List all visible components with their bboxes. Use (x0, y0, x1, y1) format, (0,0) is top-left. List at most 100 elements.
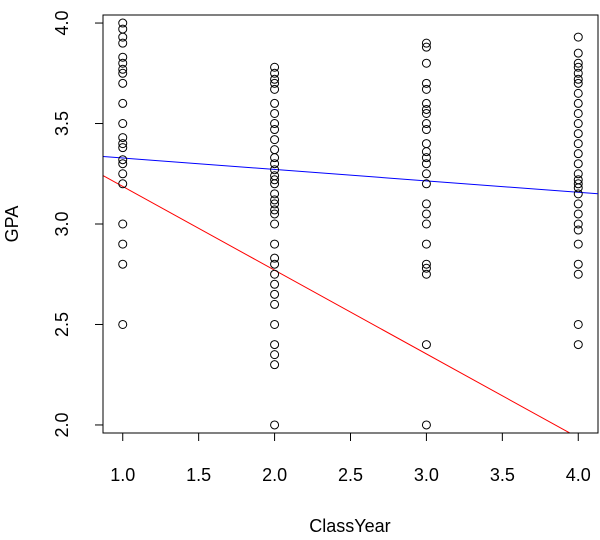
data-point (270, 199, 280, 209)
data-point (573, 62, 583, 72)
data-point (118, 58, 128, 68)
data-point (118, 68, 128, 78)
data-point (270, 420, 280, 430)
data-point (421, 153, 431, 163)
data-point (573, 74, 583, 84)
data-point (421, 269, 431, 279)
data-point (270, 239, 280, 249)
fit-lines (103, 156, 598, 433)
data-point (118, 24, 128, 34)
data-point (421, 139, 431, 149)
data-point (270, 165, 280, 175)
data-point (421, 340, 431, 350)
data-point (118, 155, 128, 165)
data-point (421, 108, 431, 118)
data-point (421, 209, 431, 219)
data-point (573, 108, 583, 118)
data-point (573, 58, 583, 68)
data-point (118, 319, 128, 329)
data-point (573, 78, 583, 88)
data-point (573, 219, 583, 229)
plot-box (102, 14, 599, 434)
x-tick-label: 1.5 (186, 465, 211, 485)
data-point (118, 133, 128, 143)
fit-line-0 (103, 156, 598, 195)
data-point (118, 239, 128, 249)
data-point (573, 209, 583, 219)
data-point (118, 179, 128, 189)
data-point (118, 98, 128, 108)
data-point (270, 125, 280, 135)
data-point (270, 360, 280, 370)
data-point (270, 98, 280, 108)
data-point (573, 68, 583, 78)
y-tick-label: 3.5 (52, 111, 72, 136)
data-point (118, 139, 128, 149)
data-point (270, 175, 280, 185)
data-point (270, 145, 280, 155)
data-point (118, 119, 128, 129)
data-point (270, 279, 280, 289)
data-point (573, 239, 583, 249)
data-point (270, 195, 280, 205)
data-point (573, 88, 583, 98)
data-point (270, 179, 280, 189)
y-axis-title: GPA (2, 206, 22, 243)
data-point (118, 18, 128, 28)
data-point (421, 98, 431, 108)
x-tick-label: 2.5 (338, 465, 363, 485)
data-point (573, 189, 583, 199)
data-point (118, 78, 128, 88)
data-point (421, 42, 431, 52)
data-point (421, 159, 431, 169)
x-tick-label: 4.0 (566, 465, 591, 485)
data-point (573, 119, 583, 129)
data-point (270, 189, 280, 199)
fit-line-1 (103, 175, 571, 433)
x-tick-label: 3.0 (414, 465, 439, 485)
data-point (421, 169, 431, 179)
data-point (573, 159, 583, 169)
data-point (270, 135, 280, 145)
data-point (270, 340, 280, 350)
y-tick-label: 3.0 (52, 211, 72, 236)
data-point (421, 84, 431, 94)
y-tick-label: 4.0 (52, 11, 72, 36)
data-point (573, 98, 583, 108)
x-axis: 1.0 1.5 2.0 2.5 3.0 3.5 4.0 (110, 432, 591, 485)
data-point (118, 64, 128, 74)
data-point (573, 340, 583, 350)
data-point (421, 119, 431, 129)
data-point (421, 179, 431, 189)
data-point (421, 263, 431, 273)
points-layer (118, 18, 583, 430)
y-tick-label: 2.0 (52, 412, 72, 437)
y-tick-label: 2.5 (52, 312, 72, 337)
data-point (270, 219, 280, 229)
x-tick-label: 2.0 (262, 465, 287, 485)
data-point (573, 269, 583, 279)
data-point (573, 179, 583, 189)
data-point (118, 219, 128, 229)
data-point (270, 209, 280, 219)
data-point (573, 139, 583, 149)
data-point (573, 149, 583, 159)
data-point (270, 253, 280, 263)
data-point (270, 84, 280, 94)
data-point (421, 219, 431, 229)
data-point (270, 153, 280, 163)
data-point (118, 159, 128, 169)
data-point (270, 108, 280, 118)
data-point (573, 319, 583, 329)
data-point (421, 420, 431, 430)
data-point (270, 62, 280, 72)
x-tick-label: 3.5 (490, 465, 515, 485)
data-point (573, 183, 583, 193)
data-point (270, 319, 280, 329)
data-point (573, 48, 583, 58)
data-point (421, 239, 431, 249)
data-point (421, 259, 431, 269)
data-point (421, 147, 431, 157)
data-point (270, 350, 280, 360)
